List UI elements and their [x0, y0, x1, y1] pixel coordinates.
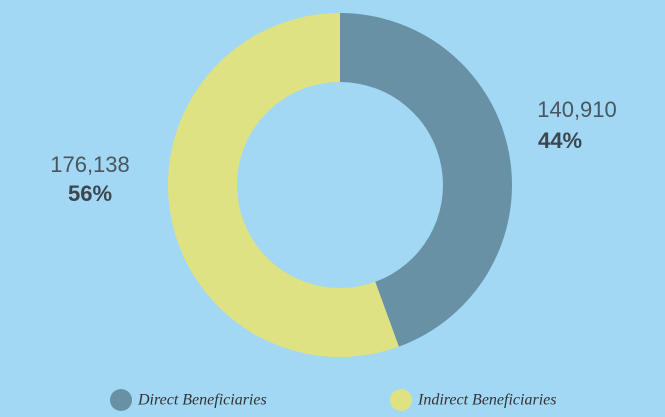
percent-label: 44% [538, 128, 582, 153]
value-label: 140,910 [537, 97, 617, 122]
donut-slice [340, 13, 512, 347]
percent-label: 56% [68, 181, 112, 206]
value-label: 176,138 [50, 152, 130, 177]
donut-slice [167, 13, 399, 357]
legend-swatch [110, 389, 132, 411]
legend-swatch [390, 389, 412, 411]
legend-label: Direct Beneficiaries [137, 392, 267, 409]
legend-label: Indirect Beneficiaries [417, 392, 556, 409]
